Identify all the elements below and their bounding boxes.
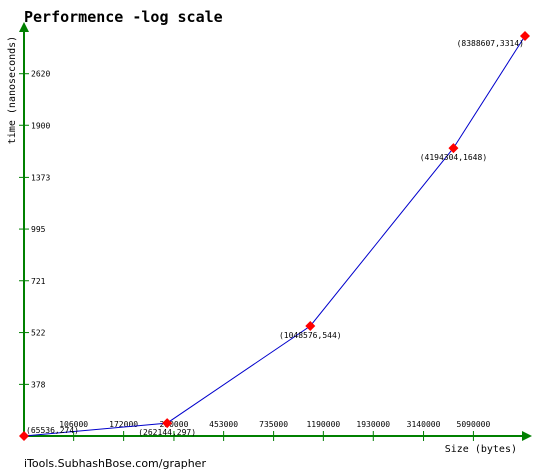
y-tick-label-0: 378 [31,380,46,389]
series [23,35,526,437]
y-tick-label-3: 995 [31,225,46,234]
data-point-2 [305,320,316,331]
x-axis-label: Size (bytes) [445,444,517,455]
y-tick-label-2: 721 [31,277,46,286]
y-tick-label-1: 522 [31,329,46,338]
data-label-0: (65536,274) [26,426,79,435]
x-tick-label-6: 1930000 [356,420,390,429]
data-label-1: (262144,297) [138,428,196,437]
chart-title: Performence -log scale [24,8,223,26]
footer-credit: iTools.SubhashBose.com/grapher [24,457,206,470]
y-tick-label-4: 1373 [31,173,50,182]
x-axis-arrow [522,431,532,441]
data-label-4: (8388607,3314) [457,39,524,48]
data-point-3 [448,143,459,154]
x-tick-label-3: 453000 [209,420,238,429]
x-tick-label-5: 1190000 [306,420,340,429]
x-tick-label-4: 735000 [259,420,288,429]
x-tick-label-0: 106000 [59,420,88,429]
x-tick-label-2: 280000 [159,420,188,429]
data-label-2: (1048576,544) [279,331,342,340]
ticks: 378 522 721 995 1373 1900 2620 106000 172000 2800… [19,70,490,441]
data-label-3: (4194304,1648) [420,153,487,162]
points: (65536,274) (262144,297) (1048576,544) (419… [19,31,530,441]
series-line [23,35,526,437]
data-point-4 [520,31,530,41]
y-tick-label-5: 1900 [31,121,50,130]
y-tick-label-6: 2620 [31,70,50,79]
data-point-1 [162,418,173,429]
data-point-0 [19,431,29,441]
x-tick-label-8: 5090000 [457,420,491,429]
y-axis-arrow [19,22,29,32]
y-axis-label: time (nanoseconds) [7,36,18,144]
axes [19,22,532,441]
x-tick-label-7: 3140000 [407,420,441,429]
x-tick-label-1: 172000 [109,420,138,429]
